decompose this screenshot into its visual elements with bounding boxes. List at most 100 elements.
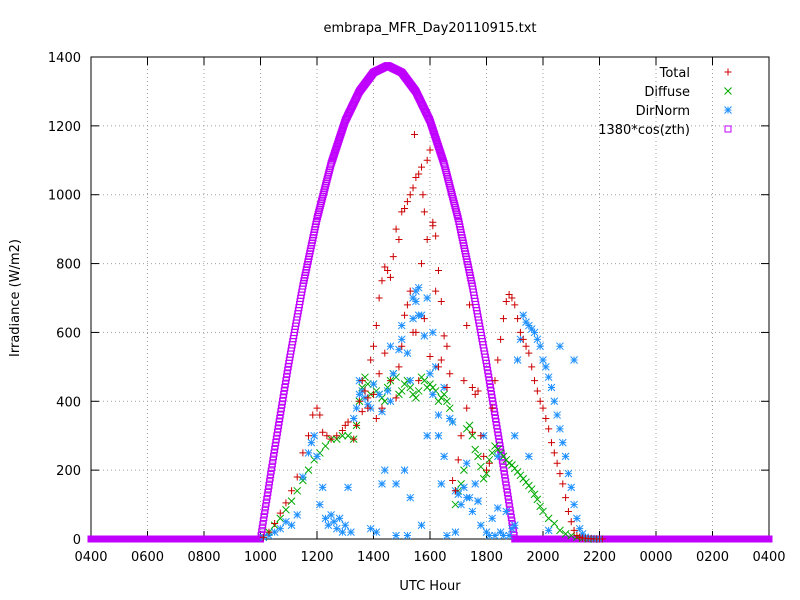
data-point-square: [262, 499, 270, 507]
data-point-square: [259, 521, 267, 529]
data-point-plus: [381, 349, 389, 357]
data-point-star: [318, 483, 327, 492]
data-point-plus: [514, 315, 522, 323]
data-point-star: [414, 283, 423, 292]
data-point-plus: [415, 377, 423, 385]
data-point-square: [441, 162, 449, 170]
data-point-star: [493, 452, 502, 461]
data-point-star: [423, 431, 432, 440]
data-point-square: [454, 213, 462, 221]
data-point-star: [567, 483, 576, 492]
data-point-plus: [539, 404, 547, 412]
data-point-square: [424, 113, 432, 121]
data-point-square: [320, 186, 328, 194]
data-point-star: [276, 524, 285, 533]
data-point-x: [282, 505, 290, 514]
data-point-star: [315, 500, 324, 509]
data-point-star: [541, 363, 550, 371]
data-point-square: [262, 503, 270, 511]
data-point-star: [510, 431, 519, 440]
data-point-plus: [463, 404, 471, 412]
data-point-star: [372, 528, 381, 536]
data-point-x: [561, 529, 570, 538]
data-point-plus: [401, 204, 409, 212]
data-point-star: [375, 390, 384, 399]
data-point-square: [499, 463, 507, 471]
x-tick-label: 0400: [752, 550, 785, 565]
data-point-star: [570, 356, 578, 364]
data-point-square: [315, 208, 323, 216]
data-point-square: [507, 510, 515, 518]
data-point-star: [573, 514, 581, 523]
data-point-square: [453, 208, 461, 216]
data-point-x: [530, 490, 539, 499]
data-point-plus: [559, 480, 567, 488]
x-tick-label: 1800: [470, 550, 503, 565]
data-point-square: [505, 499, 513, 507]
data-point-star: [282, 517, 290, 526]
data-point-square: [324, 171, 332, 179]
data-point-plus: [468, 384, 476, 392]
data-point-plus: [367, 356, 375, 364]
data-point-star: [510, 521, 519, 530]
data-point-plus: [511, 301, 519, 309]
data-point-square: [440, 160, 448, 168]
data-point-x: [363, 380, 372, 388]
data-point-plus: [457, 432, 465, 440]
data-point-plus: [437, 297, 445, 305]
data-point-plus: [378, 404, 386, 412]
data-point-plus: [542, 415, 550, 422]
data-point-star: [536, 342, 545, 351]
data-point-x: [287, 497, 296, 505]
data-point-plus: [531, 377, 539, 385]
data-point-square: [323, 175, 331, 183]
data-point-star: [724, 106, 732, 114]
data-point-square: [501, 474, 509, 482]
data-point-plus: [499, 315, 507, 323]
data-point-plus: [516, 328, 524, 336]
x-tick-label: 0400: [74, 550, 107, 565]
data-point-plus: [353, 421, 361, 429]
data-point-plus: [724, 68, 732, 76]
data-point-plus: [401, 311, 409, 319]
data-point-star: [392, 531, 400, 540]
data-point-x: [533, 495, 542, 504]
data-point-plus: [395, 363, 403, 371]
data-point-star: [462, 459, 471, 468]
data-point-star: [437, 480, 446, 488]
data-point-x: [344, 431, 352, 440]
data-point-plus: [443, 342, 451, 350]
data-point-square: [451, 202, 459, 210]
data-point-x: [536, 502, 545, 511]
data-point-star: [378, 480, 386, 488]
data-point-x: [304, 466, 313, 474]
data-point-x: [724, 87, 732, 95]
data-point-x: [276, 514, 285, 523]
data-point-square: [502, 478, 510, 486]
data-point-square: [257, 531, 265, 539]
data-point-plus: [372, 322, 380, 330]
legend-label: DirNorm: [636, 104, 690, 119]
data-point-square: [444, 173, 452, 181]
data-point-plus: [426, 353, 434, 361]
data-point-plus: [463, 322, 471, 330]
series-dirnorm: [259, 283, 604, 543]
y-tick-label: 400: [56, 395, 81, 410]
data-point-x: [293, 486, 302, 495]
data-point-plus: [429, 222, 437, 230]
data-point-square: [446, 182, 454, 190]
x-tick-label: 2200: [583, 550, 616, 565]
data-point-square: [765, 535, 773, 543]
data-point-plus: [392, 225, 400, 233]
data-point-star: [341, 521, 350, 530]
y-tick-label: 800: [56, 258, 81, 273]
y-tick-label: 1000: [48, 189, 81, 204]
data-point-square: [325, 169, 333, 177]
data-point-plus: [350, 435, 358, 443]
data-point-star: [330, 517, 338, 526]
data-point-square: [321, 184, 329, 192]
x-tick-label: 1400: [357, 550, 390, 565]
data-point-plus: [434, 266, 442, 274]
